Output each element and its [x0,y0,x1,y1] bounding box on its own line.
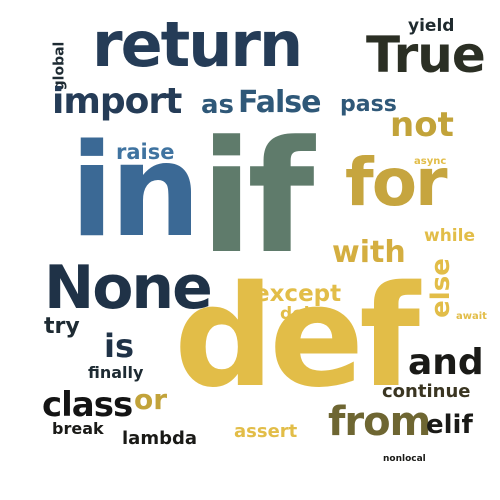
word-else: else [425,258,456,318]
word-from: from [328,399,431,445]
word-del: del [280,304,310,324]
word-if: if [200,107,315,288]
word-while: while [424,226,475,246]
word-with: with [332,235,406,270]
word-none: None [44,253,213,323]
word-continue: continue [382,381,471,402]
word-and: and [408,342,484,383]
word-except: except [254,281,342,307]
word-raise: raise [116,140,175,164]
word-def: def [174,256,420,419]
word-async: async [414,156,447,167]
word-await: await [456,311,487,322]
word-elif: elif [426,410,473,440]
word-try: try [44,314,80,339]
word-break: break [52,419,104,438]
word-import: import [52,81,182,122]
word-class: class [42,385,133,425]
word-as: as [201,90,235,120]
word-is: is [104,327,135,365]
word-for: for [345,144,448,221]
word-lambda: lambda [122,428,197,449]
word-pass: pass [340,92,397,117]
word-finally: finally [88,363,144,382]
word-or: or [134,383,168,416]
word-yield: yield [408,16,455,36]
word-in: in [70,117,201,266]
word-assert: assert [234,421,298,442]
word-return: return [92,8,303,81]
word-false: False [238,85,321,120]
word-nonlocal: nonlocal [383,454,426,464]
word-not: not [390,105,454,145]
word-true: True [366,26,486,84]
